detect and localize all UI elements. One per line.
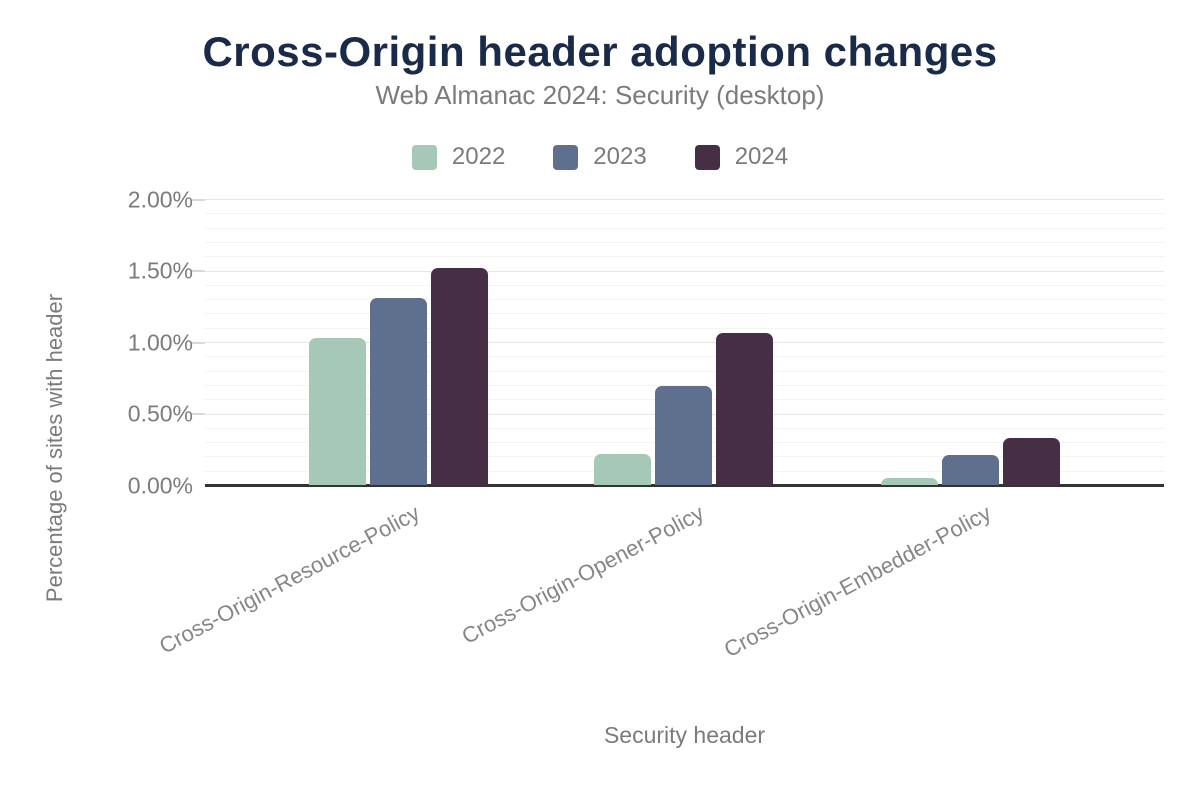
gridline-minor — [205, 327, 1164, 329]
gridline-minor — [205, 241, 1164, 243]
y-tick-label: 1.50% — [127, 257, 193, 284]
bar-2023-cross-origin-embedder-policy — [941, 454, 999, 485]
chart-subtitle: Web Almanac 2024: Security (desktop) — [375, 80, 825, 110]
bar-2024-cross-origin-opener-policy — [716, 333, 773, 485]
legend-label: 2024 — [734, 143, 789, 170]
y-axis-title: Percentage of sites with header — [42, 293, 67, 603]
legend-item-2022[interactable]: 2022 — [411, 143, 506, 171]
bar-2022-cross-origin-resource-policy — [309, 337, 366, 485]
x-category-label: Cross-Origin-Embedder-Policy — [719, 500, 995, 663]
legend-swatch-icon — [411, 144, 437, 170]
y-tick-label: 0.50% — [127, 400, 193, 427]
gridline-minor — [205, 284, 1164, 286]
bar-2023-cross-origin-resource-policy — [370, 297, 427, 485]
gridline-major — [205, 270, 1164, 272]
chart-title: Cross-Origin header adoption changes — [202, 28, 998, 75]
gridline-major — [205, 342, 1164, 343]
y-tick-label: 2.00% — [127, 186, 193, 212]
gridline-minor — [205, 384, 1164, 386]
y-tick-mark — [192, 270, 205, 272]
legend-label: 2022 — [451, 143, 506, 170]
x-axis-title: Security header — [603, 722, 766, 748]
legend-item-2023[interactable]: 2023 — [553, 143, 647, 171]
legend-label: 2023 — [593, 143, 647, 170]
y-tick-label: 1.00% — [127, 329, 193, 355]
bar-2022-cross-origin-embedder-policy — [880, 477, 938, 485]
legend-swatch-icon — [553, 144, 579, 170]
gridline-minor — [205, 356, 1164, 358]
legend-item-2024[interactable]: 2024 — [694, 143, 789, 171]
gridline-minor — [205, 213, 1164, 215]
legend: 2022 2023 2024 — [0, 142, 1200, 172]
y-tick-mark — [192, 198, 205, 201]
x-category-label: Cross-Origin-Opener-Policy — [457, 500, 709, 649]
bar-2023-cross-origin-opener-policy — [655, 386, 712, 485]
bar-2022-cross-origin-opener-policy — [594, 453, 651, 485]
bar-2024-cross-origin-resource-policy — [431, 267, 488, 485]
gridline-minor — [205, 227, 1164, 229]
y-tick-mark — [192, 341, 205, 344]
gridline-minor — [205, 299, 1164, 301]
bar-2024-cross-origin-embedder-policy — [1002, 437, 1060, 485]
y-tick-label: 0.00% — [127, 472, 193, 498]
gridline-minor — [205, 313, 1164, 315]
gridline-minor — [205, 370, 1164, 372]
legend-swatch-icon — [694, 144, 720, 170]
x-axis-line — [205, 484, 1164, 487]
x-category-label: Cross-Origin-Resource-Policy — [154, 500, 424, 659]
gridline-minor — [205, 256, 1164, 258]
gridline-major — [205, 199, 1164, 200]
y-tick-mark — [192, 413, 205, 415]
